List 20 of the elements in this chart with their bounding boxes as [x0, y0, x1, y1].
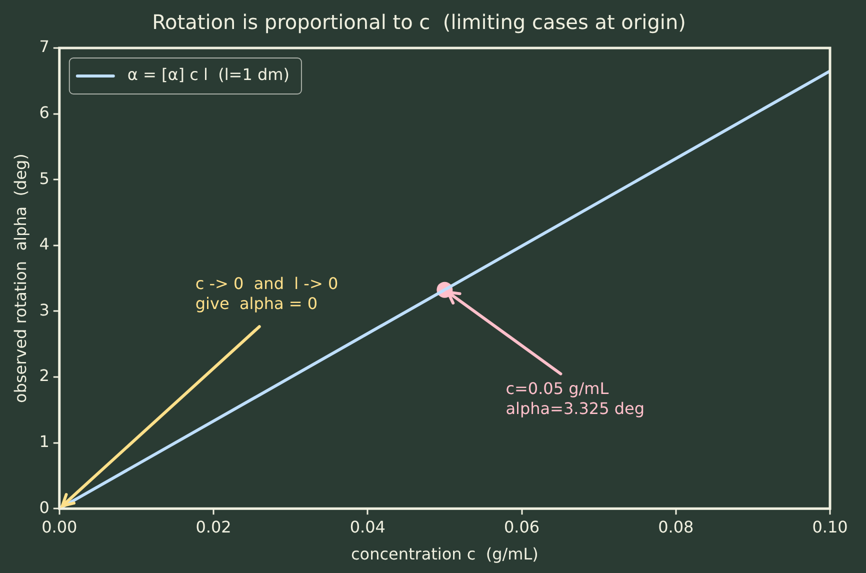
- y-tick-label: 6: [39, 102, 50, 122]
- y-tick-label: 7: [39, 37, 50, 56]
- y-tick-label: 5: [39, 168, 50, 188]
- legend-label: α = [α] c l (l=1 dm): [127, 65, 290, 84]
- annotation: c=0.05 g/mL alpha=3.325 deg: [506, 378, 644, 418]
- chart-title: Rotation is proportional to c (limiting cases at origin): [152, 10, 686, 34]
- y-tick-label: 1: [39, 432, 50, 451]
- y-tick-label: 3: [39, 300, 50, 320]
- annotation: c -> 0 and l -> 0 give alpha = 0: [195, 274, 338, 313]
- x-tick-label: 0.04: [350, 517, 386, 536]
- y-tick-label: 4: [39, 234, 50, 254]
- x-tick-label: 0.10: [812, 517, 848, 536]
- x-tick-label: 0.06: [504, 517, 540, 536]
- y-tick-label: 0: [39, 498, 50, 517]
- x-axis-title: concentration c (g/mL): [350, 544, 538, 564]
- x-tick-label: 0.02: [196, 517, 232, 536]
- x-tick-label: 0.00: [42, 517, 78, 536]
- y-axis-title: observed rotation alpha (deg): [10, 154, 30, 403]
- y-tick-label: 2: [39, 366, 50, 386]
- x-tick-label: 0.08: [658, 517, 694, 536]
